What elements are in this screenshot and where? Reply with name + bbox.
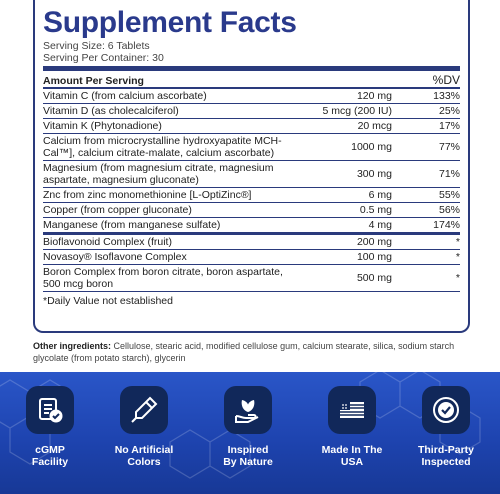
nutrient-dv: * xyxy=(455,271,460,284)
nutrient-amount: 6 mg xyxy=(368,188,392,201)
features-banner: cGMP Facility No Artificial Colors Inspi… xyxy=(0,372,500,494)
seal-check-icon xyxy=(422,386,470,434)
nutrient-dv: * xyxy=(455,250,460,263)
table-row: Copper (from copper gluconate) 0.5 mg 56… xyxy=(43,203,460,218)
cgmp-document-check-icon xyxy=(26,386,74,434)
nutrient-name: Vitamin K (Phytonadione) xyxy=(43,119,162,132)
nutrient-amount: 500 mg xyxy=(356,271,392,284)
table-row: Bioflavonoid Complex (fruit) 200 mg * xyxy=(43,235,460,250)
nutrient-dv: 77% xyxy=(438,140,460,153)
nutrient-name: Bioflavonoid Complex (fruit) xyxy=(43,235,172,248)
serving-size: Serving Size: 6 Tablets xyxy=(43,40,150,52)
nutrient-dv: 133% xyxy=(433,89,460,102)
nutrient-name: Vitamin D (as cholecalciferol) xyxy=(43,104,179,117)
no-color-pen-icon xyxy=(120,386,168,434)
nutrient-name: Calcium from microcrystalline hydroxyapa… xyxy=(43,134,282,159)
nutrient-dv: 55% xyxy=(438,188,460,201)
amount-header: Amount Per Serving xyxy=(43,75,144,87)
nutrient-amount: 100 mg xyxy=(356,250,392,263)
badge-label: Made In The USA xyxy=(321,444,383,468)
nutrient-name: Magnesium (from magnesium citrate, magne… xyxy=(43,161,274,186)
us-flag-icon xyxy=(328,386,376,434)
nutrient-amount: 200 mg xyxy=(356,235,392,248)
thick-divider xyxy=(43,66,460,71)
badge-inspired-by-nature: Inspired By Nature xyxy=(208,386,288,468)
table-row: Vitamin C (from calcium ascorbate) 120 m… xyxy=(43,89,460,104)
badge-no-artificial-colors: No Artificial Colors xyxy=(104,386,184,468)
nutrient-amount: 20 mcg xyxy=(357,119,392,132)
nutrient-amount: 5 mcg (200 IU) xyxy=(322,104,392,117)
nutrient-dv: 17% xyxy=(438,119,460,132)
nutrient-name: Boron Complex from boron citrate, boron … xyxy=(43,265,283,290)
nutrient-name: Znc from zinc monomethionine [L-OptiZinc… xyxy=(43,188,252,201)
nutrient-name: Copper (from copper gluconate) xyxy=(43,203,192,216)
badge-label: cGMP Facility xyxy=(31,444,69,468)
nutrient-name: Manganese (from manganese sulfate) xyxy=(43,218,221,231)
leaf-hand-icon xyxy=(224,386,272,434)
badge-label: Inspired By Nature xyxy=(223,444,273,468)
nutrient-dv: * xyxy=(455,235,460,248)
table-row: Novasoy® Isoflavone Complex 100 mg * xyxy=(43,250,460,265)
nutrient-name: Novasoy® Isoflavone Complex xyxy=(43,250,187,263)
nutrient-dv: 174% xyxy=(433,218,460,231)
badge-made-in-usa: Made In The USA xyxy=(312,386,392,468)
table-row: Calcium from microcrystalline hydroxyapa… xyxy=(43,134,460,161)
table-row: Znc from zinc monomethionine [L-OptiZinc… xyxy=(43,188,460,203)
other-ingredients: Other ingredients: Cellulose, stearic ac… xyxy=(33,340,473,364)
supplement-facts-panel: Supplement Facts Serving Size: 6 Tablets… xyxy=(33,0,470,333)
panel-title: Supplement Facts xyxy=(43,6,297,39)
table-row: Manganese (from manganese sulfate) 4 mg … xyxy=(43,218,460,232)
nutrient-dv: 56% xyxy=(438,203,460,216)
servings-per-container: Serving Per Container: 30 xyxy=(43,52,164,64)
other-ingredients-label: Other ingredients: xyxy=(33,341,112,351)
badge-cgmp: cGMP Facility xyxy=(10,386,90,468)
nutrient-amount: 1000 mg xyxy=(351,140,392,153)
nutrient-dv: 25% xyxy=(438,104,460,117)
daily-value-footnote: *Daily Value not established xyxy=(43,294,173,307)
nutrient-name: Vitamin C (from calcium ascorbate) xyxy=(43,89,207,102)
nutrient-amount: 120 mg xyxy=(356,89,392,102)
badge-label: Third-Party Inspected xyxy=(417,444,474,468)
nutrient-amount: 300 mg xyxy=(356,167,392,180)
dv-header: %DV xyxy=(432,73,460,87)
table-header: Amount Per Serving %DV xyxy=(43,72,460,87)
thin-divider xyxy=(43,87,460,89)
badge-label: No Artificial Colors xyxy=(114,444,174,468)
nutrient-amount: 4 mg xyxy=(368,218,392,231)
badge-third-party-inspected: Third-Party Inspected xyxy=(406,386,486,468)
other-ingredients-text: Cellulose, stearic acid, modified cellul… xyxy=(33,341,455,363)
table-row: Boron Complex from boron citrate, boron … xyxy=(43,265,460,292)
nutrient-dv: 71% xyxy=(438,167,460,180)
nutrient-amount: 0.5 mg xyxy=(359,203,392,216)
table-row: Vitamin D (as cholecalciferol) 5 mcg (20… xyxy=(43,104,460,119)
table-row: Magnesium (from magnesium citrate, magne… xyxy=(43,161,460,188)
section-divider xyxy=(43,231,460,235)
table-row: Vitamin K (Phytonadione) 20 mcg 17% xyxy=(43,119,460,134)
